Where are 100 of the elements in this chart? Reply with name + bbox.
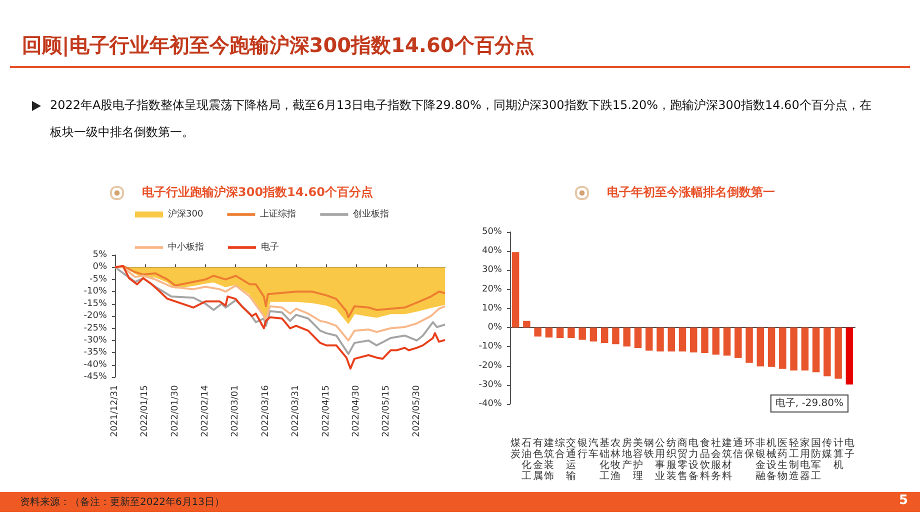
x-tick-label: 基础化工 — [598, 437, 610, 482]
x-tick-label: 钢铁 — [643, 438, 654, 460]
x-tick-label: 2022/04/30 — [351, 384, 362, 437]
x-tick-label: 建筑装饰 — [542, 437, 554, 482]
bar — [779, 328, 786, 369]
bar — [578, 328, 586, 340]
x-tick-label: 建筑材料 — [721, 437, 732, 482]
x-tick-label: 美容护理 — [632, 437, 643, 482]
x-tick-label: 计算机 — [833, 437, 844, 471]
x-tick-label: 2022/03/01 — [230, 385, 241, 437]
x-tick-label: 医药生物 — [778, 438, 788, 482]
x-tick-label: 煤炭 — [510, 437, 521, 460]
legend-label: 电子 — [261, 242, 279, 252]
bar — [846, 328, 854, 385]
y-tick-label: -20% — [84, 311, 108, 322]
y-tick-label: -40% — [478, 399, 502, 409]
bar — [790, 328, 798, 371]
bar — [634, 328, 642, 348]
bar — [701, 328, 708, 353]
x-tick-label: 轻工制造 — [788, 437, 799, 482]
y-tick-label: -10% — [478, 342, 502, 352]
line-series — [114, 264, 446, 370]
x-tick-label: 2022/04/15 — [321, 385, 332, 437]
x-tick-label: 纺织服装 — [666, 437, 676, 482]
y-tick-label: -15% — [84, 298, 108, 309]
legend-label: 创业板指 — [353, 208, 390, 220]
bar — [656, 328, 664, 352]
x-tick-label: 2022/05/15 — [382, 385, 392, 437]
y-tick-label: 50% — [482, 227, 502, 237]
legend-label: 中小板指 — [168, 242, 204, 252]
y-tick-label: 0% — [92, 262, 108, 272]
bar — [556, 328, 564, 338]
x-tick-label: 2022/02/14 — [200, 384, 211, 437]
chart-title: 电子年初至今涨幅排名倒数第一 — [607, 184, 775, 201]
x-tick-label: 综合 — [555, 437, 566, 460]
y-tick-label: 0% — [488, 322, 502, 333]
x-tick-label: 银行 — [576, 438, 588, 460]
x-tick-label: 2022/01/30 — [170, 384, 180, 437]
bar — [600, 328, 608, 344]
bar — [723, 328, 731, 356]
bar — [746, 328, 753, 363]
bar — [834, 328, 842, 379]
bar — [534, 328, 542, 337]
text: 回顾|电子行业年初至今跑输沪深300指数14.60个百分点 — [22, 32, 534, 59]
x-tick-label: 公用事业 — [655, 437, 666, 482]
bar — [812, 328, 820, 372]
text: 5 — [898, 493, 908, 508]
bar — [690, 328, 698, 352]
y-tick-label: 40% — [482, 246, 502, 256]
bar — [824, 328, 831, 376]
y-tick-label: -30% — [84, 335, 108, 346]
x-tick-label: 汽车 — [588, 437, 598, 460]
y-tick-label: -30% — [478, 380, 502, 390]
x-tick-label: 国防军工 — [811, 438, 822, 482]
x-tick-label: 交通运输 — [566, 437, 576, 482]
chart-title: 电子行业跑输沪深300指数14.60个百分点 — [142, 184, 374, 201]
x-tick-label: 通信 — [733, 437, 744, 460]
x-tick-label: 社会服务 — [710, 437, 721, 482]
x-tick-label: 食品饮料 — [698, 437, 710, 482]
x-tick-label: 2021/12/31 — [110, 385, 120, 437]
text: 2022年A股电子指数整体呈现震荡下降格局，截至6月13日电子指数下降29.80%，同期沪深300指数下跌15.20%，跑输沪深300指数14.60个百分点，在板块一级中排名倒数第一。 — [50, 97, 872, 141]
x-tick-label: 传媒 — [822, 438, 832, 460]
x-tick-label: 2022/03/16 — [260, 384, 271, 437]
x-tick-label: 电力设备 — [688, 437, 699, 482]
legend-label: 沪深300 — [168, 208, 204, 220]
x-tick-label: 非银金融 — [754, 437, 766, 482]
x-tick-label: 有色金属 — [532, 437, 543, 482]
line-series — [114, 266, 446, 355]
x-tick-label: 2022/03/31 — [291, 385, 302, 437]
x-tick-label: 石油化工 — [522, 438, 532, 482]
x-tick-label: 机械设备 — [766, 437, 777, 482]
y-tick-label: 5% — [92, 250, 108, 260]
text: 资料来源：（备注：更新至2022年6月13日） — [20, 496, 225, 509]
x-tick-label: 家用电器 — [800, 437, 810, 482]
bar — [668, 328, 675, 352]
bar — [645, 328, 653, 351]
y-tick-label: -40% — [84, 360, 108, 370]
bar — [568, 328, 575, 338]
bar — [623, 328, 630, 346]
x-tick-label: 环保 — [744, 438, 754, 460]
x-tick-label: 2022/05/30 — [412, 384, 422, 437]
y-tick-label: 10% — [482, 303, 502, 314]
bar — [756, 328, 764, 366]
y-tick-label: -45% — [84, 372, 108, 382]
y-tick-label: -35% — [84, 348, 108, 358]
y-tick-label: -25% — [84, 323, 108, 334]
bar — [612, 328, 620, 344]
bar — [512, 252, 520, 328]
y-tick-label: -5% — [89, 274, 108, 284]
x-tick-label: 电子 — [844, 437, 854, 460]
y-tick-label: 20% — [482, 284, 502, 294]
x-tick-label: 房地产 — [620, 437, 632, 471]
y-tick-label: 30% — [482, 265, 502, 276]
bar — [734, 328, 742, 358]
bar — [678, 328, 686, 352]
annotation: 电子, -29.80% — [775, 397, 844, 410]
bar — [545, 328, 553, 338]
bar — [801, 328, 809, 371]
x-tick-label: 2022/01/15 — [140, 385, 150, 437]
y-tick-label: -20% — [478, 360, 502, 371]
